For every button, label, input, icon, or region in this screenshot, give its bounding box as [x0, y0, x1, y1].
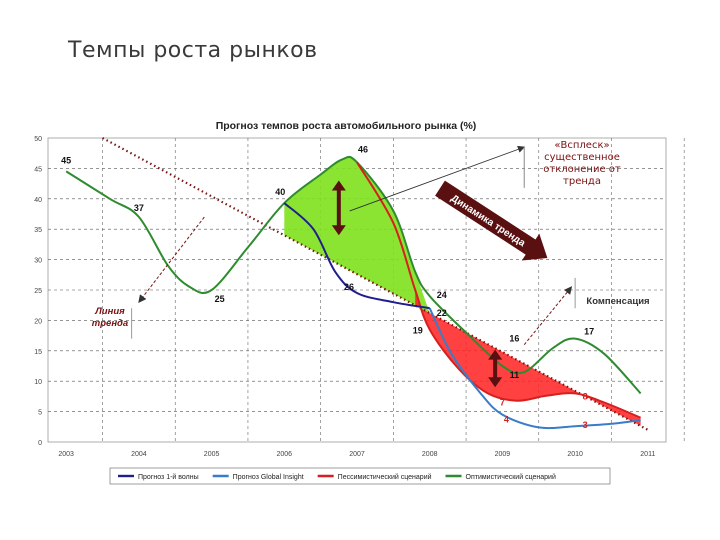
x-tick-label: 2009	[495, 451, 511, 458]
y-tick-label: 10	[34, 379, 42, 386]
data-label: 46	[358, 144, 368, 154]
data-label: 40	[275, 187, 285, 197]
legend: Прогноз 1-й волны Прогноз Global Insight П…	[109, 467, 611, 485]
data-label: 22	[437, 308, 447, 318]
compensation-annotation: Компенсация	[586, 296, 649, 307]
x-tick-label: 2004	[131, 451, 147, 458]
x-tick-label: 2005	[204, 451, 220, 458]
trend-dynamics-arrow: Динамика тренда	[435, 180, 548, 261]
y-tick-label: 0	[38, 440, 42, 447]
trend-line-annotation: Линия тренда	[92, 306, 128, 329]
burst-callout-line	[349, 145, 526, 212]
data-label: 7	[500, 397, 505, 407]
y-tick-label: 50	[34, 136, 42, 143]
x-tick-label: 2011	[640, 451, 655, 458]
burst-double-arrow	[331, 180, 346, 236]
decline-double-arrow	[488, 349, 503, 388]
x-tick-label: 2003	[58, 451, 74, 458]
chart-title: Прогноз темпов роста автомобильного рынк…	[216, 120, 477, 132]
series-line-3	[356, 161, 641, 419]
legend-label-4: Оптимистический сценарий	[466, 473, 556, 481]
burst-annotation-line: тренда	[563, 176, 601, 187]
legend-box	[109, 467, 611, 485]
trend-line-annotation-line: тренда	[92, 318, 128, 329]
legend-label-1: Прогноз 1-й волны	[138, 473, 199, 481]
data-label: 11	[510, 370, 520, 380]
y-tick-label: 40	[34, 197, 42, 204]
data-label: 26	[344, 282, 354, 292]
legend-label-2: Прогноз Global Insight	[233, 474, 304, 481]
data-labels: 45 37 25 40 46 26 24 22 19 16 11 7 4 17 8 3	[61, 144, 594, 429]
x-tick-label: 2010	[567, 451, 583, 458]
burst-area-green	[284, 156, 430, 314]
y-tick-label: 30	[34, 258, 42, 265]
data-label: 16	[509, 334, 519, 344]
slide-title: Темпы роста рынков	[68, 38, 318, 63]
trend-dynamics-label: Динамика тренда	[449, 193, 528, 249]
data-label: 8	[583, 391, 588, 401]
x-tick-label: 2007	[349, 451, 365, 458]
y-tick-label: 45	[34, 166, 42, 173]
arrow-head-up	[488, 349, 503, 360]
data-label: 45	[61, 155, 71, 165]
burst-annotation: «Всплеск» существенное отклонение от тренда	[543, 140, 621, 187]
arrow-head-down	[488, 377, 503, 388]
axes: 0 5 10 15 20 25 30 35 40 45 50 2003 2004 2005 2006 2007…	[34, 136, 655, 458]
series-line-1	[283, 202, 430, 310]
data-label: 4	[504, 415, 509, 425]
data-label: 3	[583, 420, 588, 430]
compensation-pointer	[523, 286, 573, 346]
y-tick-label: 25	[34, 288, 42, 295]
burst-annotation-line: «Всплеск»	[554, 140, 609, 151]
series-line-2	[428, 307, 641, 430]
trend-line-annotation-line: Линия	[94, 306, 125, 317]
data-label: 25	[215, 294, 225, 304]
burst-annotation-line: отклонение от	[543, 164, 621, 175]
data-label: 37	[134, 203, 144, 213]
y-tick-label: 5	[38, 410, 42, 417]
trend-line-pointer	[138, 216, 205, 303]
arrow-head-down	[331, 225, 346, 236]
legend-label-3: Пессимистический сценарий	[338, 473, 432, 481]
data-label: 19	[413, 326, 423, 336]
arrow-head-up	[331, 180, 346, 191]
y-tick-label: 20	[34, 318, 42, 325]
y-tick-label: 35	[34, 227, 42, 234]
trend-arrow-shape	[435, 180, 548, 261]
y-tick-label: 15	[34, 349, 42, 356]
x-tick-label: 2006	[277, 451, 293, 458]
burst-annotation-line: существенное	[544, 152, 620, 163]
data-label: 17	[584, 327, 594, 337]
series-lines	[65, 155, 642, 430]
data-label: 24	[437, 290, 447, 300]
x-tick-label: 2008	[422, 451, 438, 458]
